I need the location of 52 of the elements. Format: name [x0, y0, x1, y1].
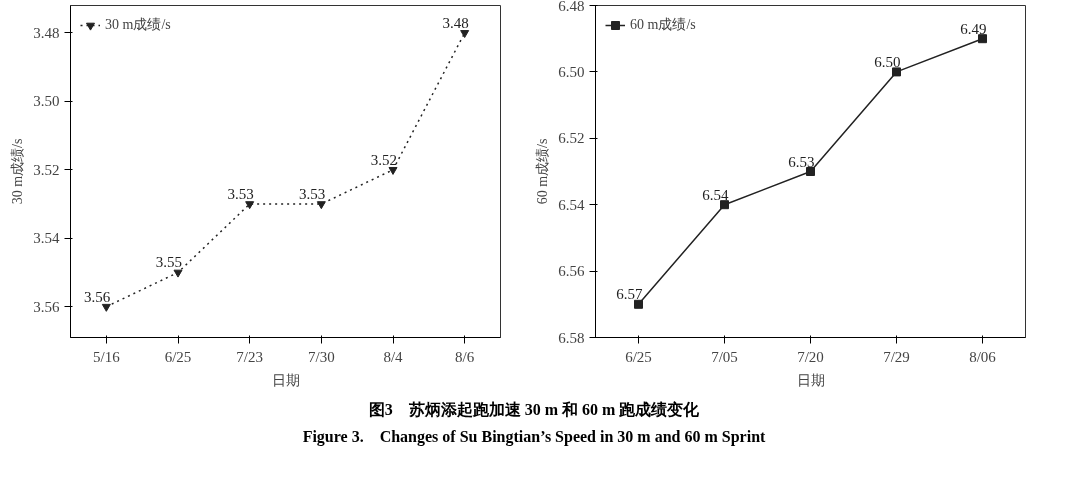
- data-label: 3.53: [299, 186, 326, 203]
- data-label: 6.57: [616, 286, 643, 303]
- y-tick-label: 3.54: [33, 230, 60, 247]
- data-label: 3.56: [84, 288, 111, 305]
- x-tick-label: 7/30: [308, 348, 335, 365]
- y-tick-label: 6.54: [558, 196, 585, 213]
- y-tick-label: 3.52: [33, 161, 60, 178]
- point: [316, 201, 326, 210]
- x-axis-title: 日期: [271, 372, 300, 388]
- x-tick-label: 7/29: [883, 348, 910, 365]
- x-tick-label: 7/23: [236, 348, 263, 365]
- point: [245, 201, 255, 210]
- point: [806, 167, 815, 176]
- point: [388, 166, 398, 175]
- x-tick-label: 7/05: [711, 348, 738, 365]
- y-tick-label: 3.56: [33, 298, 60, 315]
- x-tick-label: 7/20: [797, 348, 824, 365]
- data-label: 6.54: [702, 186, 729, 203]
- point: [892, 67, 901, 77]
- caption: 图3 苏炳添起跑加速 30 m 和 60 m 跑成绩变化: [367, 400, 701, 420]
- point: [173, 269, 183, 278]
- data-label: 3.52: [370, 151, 397, 168]
- y-tick-label: 6.50: [558, 63, 585, 80]
- x-tick-label: 6/25: [625, 348, 652, 365]
- y-tick-label: 3.48: [33, 24, 60, 41]
- data-label: 6.50: [874, 53, 901, 70]
- point: [978, 34, 987, 44]
- caption: Figure 3. Changes of Su Bingtian’s Speed in 30 m and 60 m Sprint: [301, 426, 767, 448]
- y-tick-label: 6.56: [558, 263, 585, 280]
- x-tick-label: 5/16: [93, 348, 121, 365]
- data-label: 3.48: [442, 14, 469, 31]
- y-tick-label: 6.52: [558, 130, 585, 147]
- data-label: 6.49: [960, 20, 987, 37]
- x-tick-label: 8/6: [455, 348, 475, 365]
- x-tick-label: 8/06: [969, 348, 997, 365]
- x-tick-label: 6/25: [164, 348, 192, 365]
- data-label: 3.53: [227, 186, 254, 203]
- legend-label: 30 m成绩/s: [105, 16, 171, 34]
- point: [720, 200, 729, 210]
- y-axis-title: 30 m成绩/s: [10, 138, 26, 205]
- y-axis-title: 60 m成绩/s: [535, 138, 551, 205]
- point: [634, 299, 643, 309]
- y-tick-label: 6.48: [558, 0, 585, 14]
- point: [460, 30, 470, 38]
- x-tick-label: 8/4: [383, 348, 404, 365]
- y-tick-label: 3.50: [33, 93, 60, 110]
- legend-label: 60 m成绩/s: [630, 16, 696, 34]
- y-tick-label: 6.58: [558, 329, 585, 346]
- data-label: 3.55: [155, 254, 182, 271]
- data-label: 6.53: [788, 153, 815, 170]
- x-axis-title: 日期: [796, 372, 825, 388]
- point: [101, 303, 111, 312]
